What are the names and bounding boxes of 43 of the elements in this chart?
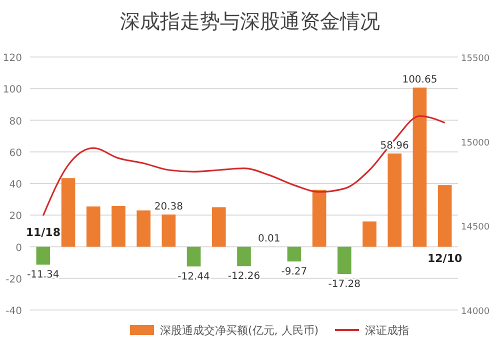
bar — [412, 88, 427, 247]
y-tick-label: 0 — [16, 242, 22, 254]
data-label: 0.01 — [258, 234, 280, 245]
bar — [237, 246, 251, 266]
y-tick-label: 40 — [9, 180, 22, 190]
y2-tick-label: 14500 — [461, 222, 490, 233]
bar — [287, 246, 302, 262]
data-label: -12.26 — [228, 271, 260, 282]
data-label: -17.28 — [328, 279, 361, 290]
annotation: 11/18 — [26, 226, 60, 239]
chart-title: 深成指走势与深股通资金情况 — [120, 9, 380, 33]
bar — [61, 178, 76, 247]
line-series — [42, 115, 446, 216]
bar — [212, 207, 226, 247]
bar — [136, 210, 150, 247]
y2-tick-label: 14000 — [461, 307, 490, 317]
bar — [162, 214, 176, 247]
bar — [362, 221, 376, 247]
bar — [438, 185, 452, 247]
data-label: -12.44 — [178, 271, 210, 282]
y-tick-label: 60 — [9, 148, 22, 159]
legend-label: 深股通成交净买额(亿元, 人民币) — [160, 324, 319, 337]
data-label: -11.34 — [27, 270, 60, 281]
y-tick-label: 20 — [9, 211, 22, 222]
legend-label: 深证成指 — [365, 324, 409, 337]
data-label: 100.65 — [402, 74, 438, 86]
bar — [186, 246, 201, 266]
bar — [36, 246, 50, 265]
data-label: 20.38 — [154, 202, 184, 213]
y2-tick-label: 15500 — [461, 54, 490, 64]
bar — [112, 206, 126, 247]
y-tick-label: 120 — [2, 53, 22, 64]
bar — [388, 154, 402, 247]
y-tick-label: 80 — [9, 116, 22, 128]
y-tick-label: 100 — [2, 84, 22, 96]
y2-tick-label: 15000 — [461, 138, 490, 148]
bar — [338, 246, 352, 274]
bar — [312, 190, 326, 247]
bar — [86, 206, 100, 247]
y-tick-label: -20 — [6, 274, 22, 286]
annotation: 12/10 — [428, 252, 462, 265]
y-tick-label: -40 — [6, 306, 22, 317]
data-label: -9.27 — [281, 266, 308, 278]
